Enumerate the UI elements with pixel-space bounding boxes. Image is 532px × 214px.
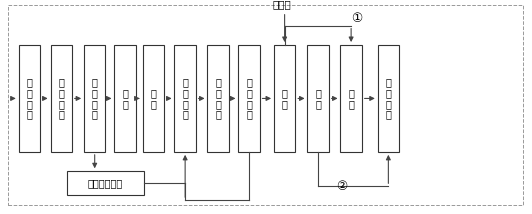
Bar	[51, 45, 72, 152]
Bar	[307, 45, 329, 152]
Bar	[114, 45, 136, 152]
Bar	[207, 45, 229, 152]
Text: 升
压: 升 压	[150, 88, 156, 109]
Text: 换
热
冷
却: 换 热 冷 却	[246, 77, 252, 120]
Bar	[84, 45, 105, 152]
Bar	[340, 45, 362, 152]
Text: 水
洗: 水 洗	[281, 88, 288, 109]
Text: 脱
氢
尾
气: 脱 氢 尾 气	[58, 77, 64, 120]
Text: 混
合: 混 合	[122, 88, 128, 109]
Text: 产
品
氢
气: 产 品 氢 气	[385, 77, 392, 120]
Bar	[19, 45, 40, 152]
Bar	[174, 45, 196, 152]
Text: 转
化
反
应: 转 化 反 应	[215, 77, 221, 120]
Text: 提
氢: 提 氢	[348, 88, 354, 109]
Text: 甲酸甲酯装置: 甲酸甲酯装置	[88, 178, 123, 188]
Text: 汽
化
过
热: 汽 化 过 热	[182, 77, 188, 120]
Text: 脱
碳: 脱 碳	[315, 88, 321, 109]
Text: ①: ①	[351, 12, 362, 25]
Bar	[67, 171, 144, 195]
Text: ②: ②	[336, 180, 347, 193]
Bar	[378, 45, 399, 152]
Bar	[143, 45, 164, 152]
Text: 脱盐水: 脱盐水	[272, 0, 292, 9]
Bar	[274, 45, 295, 152]
Bar	[238, 45, 260, 152]
Text: 脱
氢
反
应: 脱 氢 反 应	[26, 77, 32, 120]
Text: 气
液
分
离: 气 液 分 离	[92, 77, 98, 120]
